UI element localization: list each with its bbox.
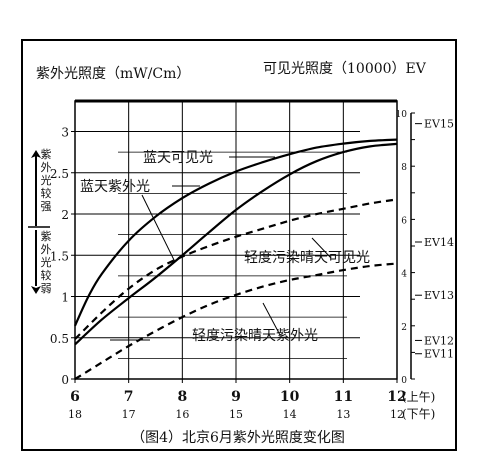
y-tick-label: 0.5 (50, 332, 69, 346)
am-label: (上午) (402, 390, 435, 404)
series-line-1 (73, 138, 398, 327)
series-label-text: 轻度污染晴天紫外光 (192, 328, 318, 344)
left-axis-title: 紫外光照度（mW/Cm） (36, 66, 190, 82)
x-sub-label: 12 (390, 408, 404, 421)
x-tick-label: 11 (334, 389, 353, 405)
series-label-uv-polluted: 轻度污染晴天紫外光 (110, 302, 318, 344)
x-tick-label: 7 (124, 389, 134, 405)
ev-label: EV11 (424, 348, 454, 361)
y2-tick-label: 4 (401, 270, 407, 280)
x-tick-label: 10 (280, 389, 300, 405)
x-sub-label: 15 (229, 408, 243, 421)
left-axis-ticks: 0 0.5 1 1.5 2 2.5 3 (50, 126, 75, 387)
y-tick-label: 1 (61, 291, 69, 305)
strong-indicator (31, 150, 41, 226)
ev-label: EV13 (424, 289, 454, 302)
series-line-2 (74, 142, 398, 346)
y-tick-label: 3 (61, 126, 69, 140)
y2-tick-label: 8 (401, 163, 407, 173)
series-label-text: 蓝天可见光 (143, 150, 213, 166)
y-tick-label: 2 (61, 208, 69, 222)
strong-label: 紫外光较强 (41, 148, 52, 213)
chart-title: （图4）北京6月紫外光照度变化图 (131, 430, 345, 446)
right-axis-title: 可见光照度（10000）EV (263, 61, 427, 77)
x-sub-label: 17 (122, 408, 136, 421)
x-tick-label: 6 (70, 389, 80, 405)
y2-tick-label: 2 (401, 323, 407, 333)
x-tick-label: 12 (387, 389, 406, 405)
ev-label: EV12 (424, 334, 454, 347)
y-tick-label: 0 (61, 373, 69, 387)
series-label-vis-blue: 蓝天可见光 (143, 150, 275, 166)
series-lines (73, 138, 398, 380)
y-tick-label: 1.5 (50, 249, 69, 263)
x-sub-label: 16 (175, 408, 189, 421)
y-tick-label: 2.5 (50, 167, 69, 181)
x-tick-label: 8 (177, 389, 187, 405)
series-line-4 (74, 262, 398, 380)
y2-tick-label: 10 (396, 110, 408, 120)
series-label-text: 轻度污染晴天可见光 (244, 250, 370, 266)
y2-tick-label: 6 (401, 216, 407, 226)
series-label-text: 蓝天紫外光 (80, 179, 150, 195)
weak-label: 紫外光较弱 (41, 230, 52, 295)
right-axis-ticks: 0 2 4 6 8 10 (396, 110, 415, 386)
x-tick-label: 9 (231, 389, 241, 405)
pm-label: (下午) (402, 407, 435, 421)
y2-tick-label: 0 (401, 376, 407, 386)
ev-label: EV15 (424, 118, 454, 131)
x-sub-label: 13 (336, 408, 350, 421)
series-label-vis-polluted: 轻度污染晴天可见光 (244, 237, 370, 266)
outer-frame (21, 39, 457, 451)
ev-label: EV14 (424, 236, 454, 249)
weak-indicator (31, 230, 41, 294)
series-line-3 (74, 198, 398, 340)
series-label-uv-blue: 蓝天紫外光 (80, 179, 200, 263)
x-sub-label: 18 (68, 408, 82, 421)
x-sub-label: 14 (283, 408, 297, 421)
